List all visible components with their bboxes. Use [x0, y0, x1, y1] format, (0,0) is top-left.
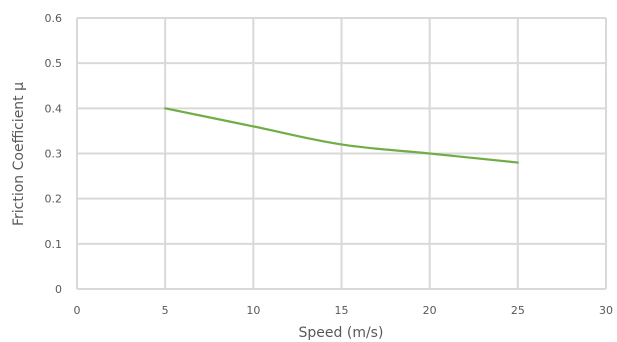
x-axis-label: Speed (m/s)	[299, 325, 384, 341]
x-tick-label: 10	[246, 304, 260, 317]
y-tick-label: 0.3	[45, 148, 63, 161]
x-tick-label: 25	[511, 304, 525, 317]
grid	[76, 17, 607, 290]
x-tick-label: 30	[599, 304, 613, 317]
x-tick-label: 0	[74, 304, 81, 317]
y-tick-label: 0.1	[45, 238, 63, 251]
x-tick-label: 15	[335, 304, 349, 317]
series-layer	[164, 107, 519, 164]
y-tick-label: 0.2	[45, 193, 63, 206]
x-tick-label: 20	[423, 304, 437, 317]
x-tick-label: 5	[162, 304, 169, 317]
y-tick-label: 0.6	[45, 12, 63, 25]
y-tick-label: 0.5	[45, 57, 63, 70]
y-tick-label: 0	[55, 283, 62, 296]
y-tick-label: 0.4	[45, 102, 63, 115]
y-axis-label: Friction Coefficient μ	[11, 82, 27, 226]
x-axis-ticks: 0 5 10 15 20 25 30	[74, 304, 614, 317]
y-axis-ticks: 0 0.1 0.2 0.3 0.4 0.5 0.6	[45, 12, 63, 296]
